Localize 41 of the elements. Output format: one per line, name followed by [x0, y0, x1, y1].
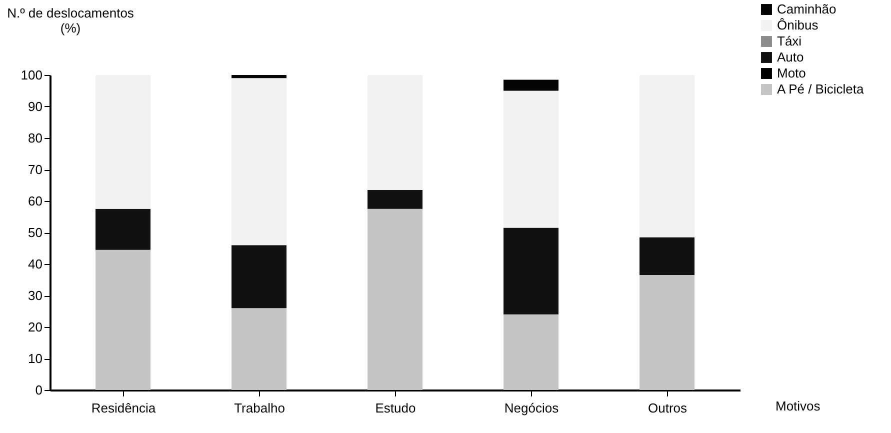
bar	[504, 228, 558, 314]
legend-label: Caminhão	[777, 2, 836, 16]
x-tick-label: Estudo	[375, 400, 416, 416]
y-tick-label: 70	[28, 162, 42, 177]
bar	[504, 314, 558, 390]
bar	[368, 75, 422, 190]
y-tick-label: 0	[35, 382, 42, 398]
bar	[96, 208, 150, 250]
bar	[368, 190, 422, 209]
y-tick-label: 30	[28, 288, 42, 303]
y-tick-label: 40	[28, 256, 42, 272]
x-axis-title: Motivos	[776, 398, 821, 414]
bar	[232, 78, 286, 246]
bar	[640, 237, 694, 276]
legend-label: Táxi	[777, 34, 802, 48]
bar	[96, 75, 150, 209]
x-tick-label: Residência	[91, 400, 156, 416]
bar	[368, 208, 422, 390]
x-tick-label: Trabalho	[234, 400, 285, 416]
y-tick-label: 10	[28, 351, 42, 366]
y-tick-label: 100	[20, 68, 42, 82]
y-tick-label: 50	[28, 225, 42, 240]
legend-label: A Pé / Bicicleta	[777, 82, 864, 96]
bar	[504, 80, 558, 91]
bar	[232, 308, 286, 390]
bar	[640, 75, 694, 238]
y-tick-label: 90	[28, 99, 42, 114]
bar	[640, 275, 694, 390]
legend-label: Auto	[777, 50, 804, 64]
bar	[96, 250, 150, 390]
legend-label: Ônibus	[777, 18, 819, 32]
y-tick-label: 60	[28, 194, 42, 208]
y-tick-label: 20	[28, 320, 42, 334]
legend-label: Moto	[777, 66, 806, 80]
y-tick-label: 80	[28, 130, 42, 146]
x-tick-label: Outros	[648, 400, 688, 416]
bar	[504, 90, 558, 228]
y-axis-title: N.º de deslocamentos (%)	[7, 6, 134, 36]
x-tick-label: Negócios	[504, 400, 560, 416]
bar	[232, 245, 286, 308]
bar	[232, 75, 286, 78]
